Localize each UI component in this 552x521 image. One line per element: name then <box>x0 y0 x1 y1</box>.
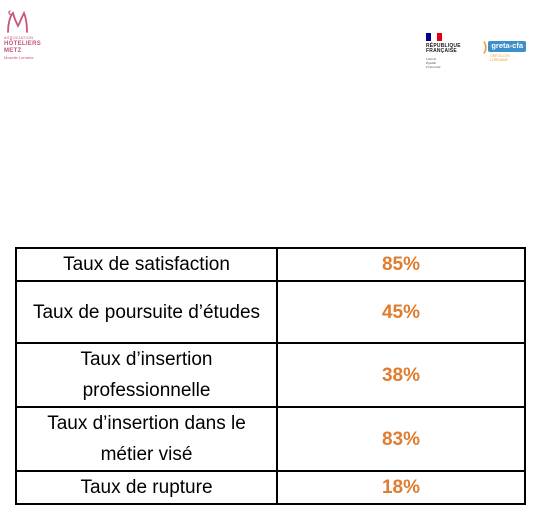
french-flag-icon <box>426 33 442 41</box>
rf-title-line2: FRANÇAISE <box>426 48 457 55</box>
hoteliers-monogram-icon <box>7 10 28 33</box>
republique-francaise-logo: RÉPUBLIQUE FRANÇAISE Liberté Égalité Fra… <box>426 33 478 79</box>
greta-sub-line1: GRETA-CFA <box>490 54 510 58</box>
hoteliers-metz-logo: ASSOCIATION HÔTELIERS METZ Moselle Lorra… <box>4 10 64 66</box>
stat-value: 85% <box>276 247 526 282</box>
stat-value: 45% <box>276 280 526 344</box>
greta-sub-line2: LORRAINE <box>490 58 508 63</box>
stats-table: Taux de satisfaction 85% Taux de poursui… <box>15 247 526 505</box>
stat-label: Taux de poursuite d’études <box>15 280 278 344</box>
stat-value: 83% <box>276 406 526 472</box>
table-row: Taux de poursuite d’études 45% <box>15 280 526 344</box>
rf-motto-line3: Fraternité <box>426 64 441 69</box>
rf-title-line1: RÉPUBLIQUE <box>426 43 461 49</box>
stat-value: 38% <box>276 342 526 408</box>
rf-motto-line1: Liberté <box>426 56 437 61</box>
hoteliers-logo-line3: METZ <box>4 48 22 54</box>
greta-bracket-icon: ) <box>483 39 488 54</box>
hoteliers-logo-line1: ASSOCIATION <box>4 35 34 40</box>
stat-label: Taux d’insertion professionnelle <box>15 342 278 408</box>
stat-label: Taux de satisfaction <box>15 247 278 282</box>
table-row: Taux d’insertion dans le métier visé 83% <box>15 406 526 472</box>
stat-value: 18% <box>276 470 526 505</box>
table-row: Taux de satisfaction 85% <box>15 247 526 282</box>
greta-cfa-logo: ) greta-cfa GRETA-CFA LORRAINE <box>483 40 545 72</box>
stat-label: Taux d’insertion dans le métier visé <box>15 406 278 472</box>
table-row: Taux d’insertion professionnelle 38% <box>15 342 526 408</box>
stat-label: Taux de rupture <box>15 470 278 505</box>
greta-name: greta-cfa <box>488 41 527 52</box>
table-row: Taux de rupture 18% <box>15 470 526 505</box>
rf-motto-line2: Égalité <box>426 60 437 65</box>
hoteliers-logo-line2: HÔTELIERS <box>4 41 42 47</box>
hoteliers-logo-line4: Moselle Lorraine <box>4 55 34 60</box>
